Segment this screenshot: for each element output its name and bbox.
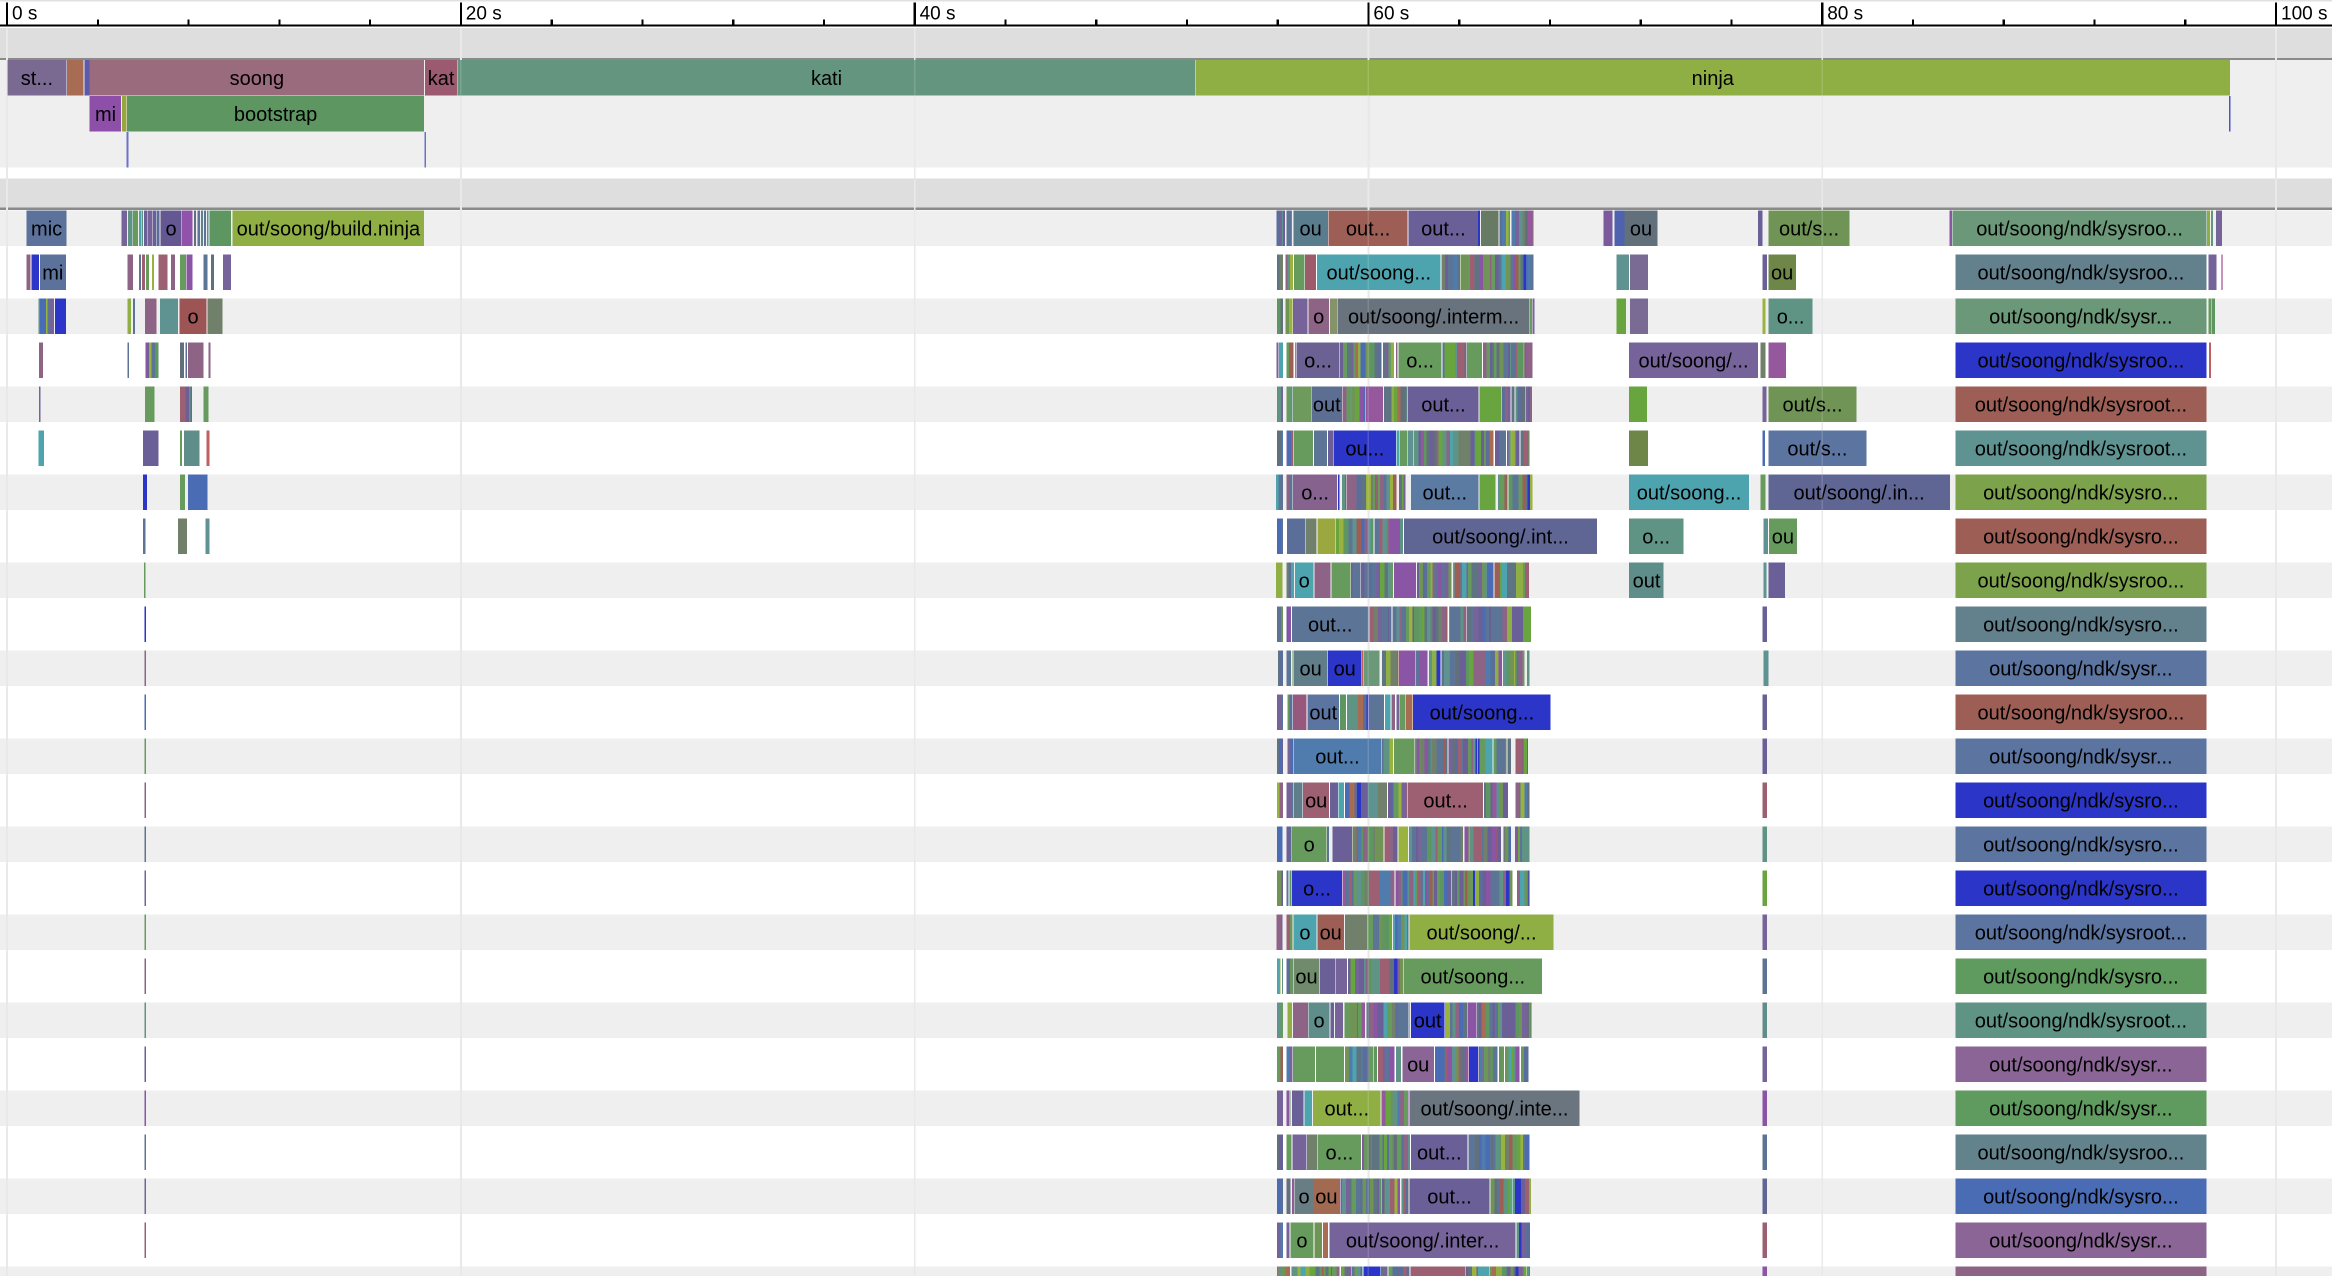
svg-text:o...: o... bbox=[1777, 306, 1805, 328]
svg-text:out/soong/ndk/sysr...: out/soong/ndk/sysr... bbox=[1989, 658, 2172, 680]
svg-text:100 s: 100 s bbox=[2281, 4, 2327, 25]
svg-text:o: o bbox=[187, 306, 198, 328]
svg-text:o: o bbox=[165, 218, 176, 240]
svg-text:out...: out... bbox=[1423, 482, 1467, 504]
svg-text:ou: ou bbox=[1630, 218, 1652, 240]
svg-text:out/soong/.in...: out/soong/.in... bbox=[1793, 482, 1924, 504]
svg-text:ou: ou bbox=[1315, 1186, 1337, 1208]
svg-text:out/soong/.inte...: out/soong/.inte... bbox=[1421, 1098, 1569, 1120]
svg-text:out: out bbox=[1633, 570, 1661, 592]
svg-text:out/soong...: out/soong... bbox=[1637, 482, 1742, 504]
svg-text:out/soong/ndk/sysroo...: out/soong/ndk/sysroo... bbox=[1978, 262, 2185, 284]
svg-text:out...: out... bbox=[1421, 218, 1465, 240]
svg-text:ou: ou bbox=[1407, 1054, 1429, 1076]
svg-text:out/soong/ndk/sysroo...: out/soong/ndk/sysroo... bbox=[1978, 1142, 2185, 1164]
svg-text:o: o bbox=[1314, 1010, 1325, 1032]
svg-text:out/soong...: out/soong... bbox=[1430, 702, 1535, 724]
svg-text:mi: mi bbox=[95, 104, 116, 126]
svg-text:ou: ou bbox=[1305, 790, 1327, 812]
svg-text:o: o bbox=[1299, 570, 1310, 592]
svg-text:out/soong/build.ninja: out/soong/build.ninja bbox=[237, 218, 421, 240]
svg-text:out/soong/...: out/soong/... bbox=[1638, 350, 1748, 372]
svg-text:ou: ou bbox=[1295, 966, 1317, 988]
svg-text:ou: ou bbox=[1299, 218, 1321, 240]
svg-text:out...: out... bbox=[1308, 614, 1352, 636]
svg-text:40 s: 40 s bbox=[920, 4, 956, 25]
svg-text:0 s: 0 s bbox=[12, 4, 37, 25]
svg-text:ou...: ou... bbox=[1345, 438, 1384, 460]
svg-text:20 s: 20 s bbox=[466, 4, 502, 25]
svg-text:o...: o... bbox=[1304, 350, 1332, 372]
svg-text:ou: ou bbox=[1772, 526, 1794, 548]
svg-text:out/soong/ndk/sysroot...: out/soong/ndk/sysroot... bbox=[1975, 1010, 2187, 1032]
svg-text:soong: soong bbox=[230, 68, 285, 90]
svg-text:out...: out... bbox=[1315, 746, 1359, 768]
svg-text:o: o bbox=[1313, 306, 1324, 328]
svg-text:o...: o... bbox=[1301, 482, 1329, 504]
svg-text:out: out bbox=[1309, 702, 1337, 724]
svg-text:ou: ou bbox=[1320, 922, 1342, 944]
svg-text:out...: out... bbox=[1421, 394, 1465, 416]
svg-text:out/s...: out/s... bbox=[1787, 438, 1847, 460]
svg-text:out/soong/ndk/sysro...: out/soong/ndk/sysro... bbox=[1983, 482, 2179, 504]
svg-text:out/s...: out/s... bbox=[1779, 218, 1839, 240]
svg-text:ou: ou bbox=[1771, 262, 1793, 284]
svg-text:out: out bbox=[1313, 394, 1341, 416]
svg-text:o...: o... bbox=[1406, 350, 1434, 372]
svg-text:o...: o... bbox=[1326, 1142, 1354, 1164]
svg-text:out/s...: out/s... bbox=[1782, 394, 1842, 416]
svg-text:kati: kati bbox=[811, 68, 842, 90]
svg-text:o: o bbox=[1298, 1186, 1309, 1208]
svg-text:out...: out... bbox=[1423, 790, 1467, 812]
svg-text:out/soong/ndk/sysroo...: out/soong/ndk/sysroo... bbox=[1978, 350, 2185, 372]
svg-text:out/soong/ndk/sysr...: out/soong/ndk/sysr... bbox=[1989, 1054, 2172, 1076]
svg-text:ou: ou bbox=[1299, 658, 1321, 680]
svg-text:out/soong/ndk/sysr...: out/soong/ndk/sysr... bbox=[1989, 1098, 2172, 1120]
svg-text:out/soong/ndk/sysro...: out/soong/ndk/sysro... bbox=[1983, 614, 2179, 636]
svg-text:o: o bbox=[1296, 1230, 1307, 1252]
svg-text:out...: out... bbox=[1417, 1142, 1461, 1164]
svg-text:out...: out... bbox=[1325, 1098, 1369, 1120]
svg-text:out/soong...: out/soong... bbox=[1421, 966, 1526, 988]
svg-text:out/soong/.inter...: out/soong/.inter... bbox=[1346, 1230, 1499, 1252]
svg-text:out/soong/ndk/sysro...: out/soong/ndk/sysro... bbox=[1983, 1186, 2179, 1208]
svg-text:out/soong/ndk/sysroot...: out/soong/ndk/sysroot... bbox=[1975, 438, 2187, 460]
svg-text:out/soong/ndk/sysroot...: out/soong/ndk/sysroot... bbox=[1975, 922, 2187, 944]
svg-text:out/soong/ndk/sysr...: out/soong/ndk/sysr... bbox=[1989, 1230, 2172, 1252]
svg-text:out/soong/ndk/sysroo...: out/soong/ndk/sysroo... bbox=[1978, 570, 2185, 592]
svg-text:out...: out... bbox=[1427, 1186, 1471, 1208]
svg-text:out/soong/ndk/sysro...: out/soong/ndk/sysro... bbox=[1983, 526, 2179, 548]
svg-text:out...: out... bbox=[1346, 218, 1390, 240]
svg-text:ninja: ninja bbox=[1692, 68, 1735, 90]
svg-text:o...: o... bbox=[1303, 878, 1331, 900]
svg-text:kat: kat bbox=[428, 68, 455, 90]
svg-text:out/soong/ndk/sysro...: out/soong/ndk/sysro... bbox=[1983, 878, 2179, 900]
svg-text:out/soong/ndk/sysro...: out/soong/ndk/sysro... bbox=[1983, 834, 2179, 856]
svg-text:mic: mic bbox=[31, 218, 62, 240]
svg-text:o...: o... bbox=[1642, 526, 1670, 548]
svg-text:out/soong/ndk/sysroo...: out/soong/ndk/sysroo... bbox=[1976, 218, 2183, 240]
svg-text:out/soong/ndk/sysro...: out/soong/ndk/sysro... bbox=[1983, 966, 2179, 988]
svg-text:out: out bbox=[1414, 1010, 1442, 1032]
svg-text:bootstrap: bootstrap bbox=[234, 104, 317, 126]
svg-text:80 s: 80 s bbox=[1827, 4, 1863, 25]
svg-text:60 s: 60 s bbox=[1373, 4, 1409, 25]
svg-text:out/soong/ndk/sysroot...: out/soong/ndk/sysroot... bbox=[1975, 394, 2187, 416]
svg-text:out/soong/...: out/soong/... bbox=[1426, 922, 1536, 944]
svg-text:mi: mi bbox=[42, 262, 63, 284]
svg-text:out/soong/ndk/sysr...: out/soong/ndk/sysr... bbox=[1989, 746, 2172, 768]
svg-text:o: o bbox=[1299, 922, 1310, 944]
svg-text:o: o bbox=[1304, 834, 1315, 856]
svg-text:ou: ou bbox=[1334, 658, 1356, 680]
svg-text:out/soong/ndk/sysro...: out/soong/ndk/sysro... bbox=[1983, 790, 2179, 812]
svg-text:out/soong/.int...: out/soong/.int... bbox=[1432, 526, 1569, 548]
svg-text:out/soong...: out/soong... bbox=[1327, 262, 1432, 284]
svg-text:out/soong/ndk/sysroo...: out/soong/ndk/sysroo... bbox=[1978, 702, 2185, 724]
svg-text:st...: st... bbox=[21, 68, 53, 90]
svg-text:out/soong/ndk/sysr...: out/soong/ndk/sysr... bbox=[1989, 306, 2172, 328]
svg-text:out/soong/.interm...: out/soong/.interm... bbox=[1348, 306, 1519, 328]
